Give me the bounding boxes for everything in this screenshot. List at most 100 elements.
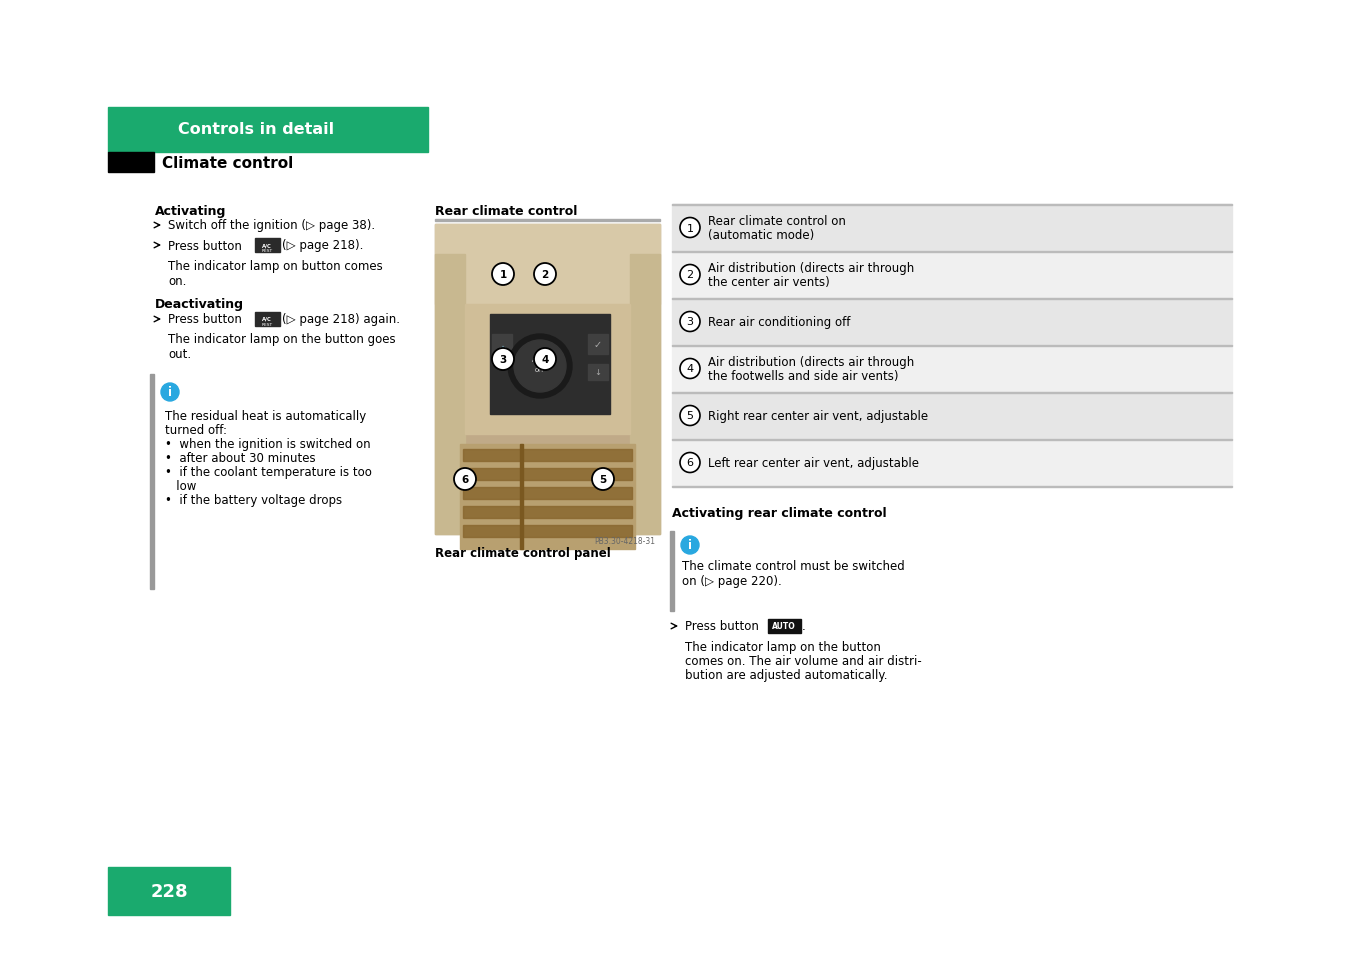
Text: (automatic mode): (automatic mode) — [708, 229, 815, 242]
Circle shape — [680, 265, 700, 285]
Circle shape — [492, 264, 513, 286]
Bar — [108, 867, 230, 915]
FancyBboxPatch shape — [254, 238, 280, 253]
Text: i: i — [688, 539, 692, 552]
Bar — [671, 252, 1232, 253]
Bar — [463, 506, 632, 518]
Text: The climate control must be switched: The climate control must be switched — [682, 559, 905, 573]
Bar — [150, 375, 154, 589]
Bar — [465, 305, 630, 435]
Circle shape — [508, 335, 571, 398]
Text: The indicator lamp on the button goes: The indicator lamp on the button goes — [168, 333, 396, 346]
FancyBboxPatch shape — [767, 618, 801, 633]
Circle shape — [680, 313, 700, 333]
Bar — [435, 225, 661, 535]
Bar — [671, 346, 1232, 393]
Text: 5: 5 — [600, 475, 607, 484]
Text: 2: 2 — [542, 270, 549, 280]
Text: PB3.30-4218-31: PB3.30-4218-31 — [594, 537, 655, 545]
Text: Press button: Press button — [168, 314, 242, 326]
Bar — [671, 346, 1232, 347]
Bar — [463, 488, 632, 499]
Text: Air distribution (directs air through: Air distribution (directs air through — [708, 262, 915, 274]
Bar — [463, 469, 632, 480]
Bar — [490, 314, 611, 415]
Text: •  after about 30 minutes: • after about 30 minutes — [165, 452, 316, 464]
Text: AUTO: AUTO — [532, 358, 547, 363]
Bar — [463, 525, 632, 537]
Circle shape — [680, 453, 700, 473]
Circle shape — [680, 359, 700, 379]
Text: Rear climate control panel: Rear climate control panel — [435, 546, 611, 559]
Bar — [671, 393, 1232, 439]
Bar — [671, 439, 1232, 440]
Text: (▷ page 218).: (▷ page 218). — [282, 239, 363, 253]
Text: Climate control: Climate control — [162, 155, 293, 171]
Circle shape — [513, 340, 566, 393]
Bar — [671, 439, 1232, 486]
Bar — [435, 225, 661, 305]
Text: Rear climate control on: Rear climate control on — [708, 214, 846, 228]
Text: 3: 3 — [686, 317, 693, 327]
Text: A/C: A/C — [262, 316, 272, 322]
Text: Right rear center air vent, adjustable: Right rear center air vent, adjustable — [708, 410, 928, 422]
Text: Rear air conditioning off: Rear air conditioning off — [708, 315, 850, 329]
Text: 6: 6 — [686, 458, 693, 468]
Text: .: . — [802, 619, 805, 633]
Text: ❄: ❄ — [499, 345, 507, 355]
Text: REST: REST — [262, 249, 273, 253]
Text: the footwells and side air vents): the footwells and side air vents) — [708, 370, 898, 382]
Text: bution are adjusted automatically.: bution are adjusted automatically. — [685, 668, 888, 681]
Text: 3: 3 — [500, 355, 507, 365]
Bar — [459, 444, 635, 550]
Bar — [671, 298, 1232, 346]
Bar — [435, 254, 465, 535]
Bar — [671, 393, 1232, 394]
Bar — [671, 486, 1232, 488]
Text: Left rear center air vent, adjustable: Left rear center air vent, adjustable — [708, 456, 919, 470]
Text: 1: 1 — [500, 270, 507, 280]
Circle shape — [492, 349, 513, 371]
Text: Rear climate control: Rear climate control — [435, 205, 577, 218]
Bar — [671, 252, 1232, 298]
Bar — [671, 205, 1232, 206]
Text: Activating rear climate control: Activating rear climate control — [671, 506, 886, 519]
Circle shape — [680, 406, 700, 426]
Bar — [671, 205, 1232, 252]
Text: Activating: Activating — [155, 205, 227, 218]
Text: i: i — [168, 386, 172, 399]
Text: •  when the ignition is switched on: • when the ignition is switched on — [165, 437, 370, 451]
Text: 4: 4 — [542, 355, 549, 365]
Text: 6: 6 — [462, 475, 469, 484]
FancyBboxPatch shape — [254, 313, 280, 326]
Text: comes on. The air volume and air distri-: comes on. The air volume and air distri- — [685, 655, 921, 667]
Text: AUTO: AUTO — [773, 622, 796, 631]
Text: REST: REST — [262, 323, 273, 327]
Text: 4: 4 — [686, 364, 693, 375]
Bar — [588, 365, 608, 380]
Bar — [588, 335, 608, 355]
Bar — [670, 532, 674, 612]
Text: Air distribution (directs air through: Air distribution (directs air through — [708, 355, 915, 369]
Circle shape — [534, 264, 557, 286]
Text: turned off:: turned off: — [165, 423, 227, 436]
Bar — [520, 444, 523, 550]
Circle shape — [454, 469, 476, 491]
Text: A/C: A/C — [262, 243, 272, 248]
Text: ✓: ✓ — [594, 339, 603, 350]
Bar — [435, 220, 661, 222]
Text: Deactivating: Deactivating — [155, 297, 245, 311]
Text: (▷ page 218) again.: (▷ page 218) again. — [282, 314, 400, 326]
Bar — [630, 254, 661, 535]
Circle shape — [681, 537, 698, 555]
Text: OFF: OFF — [535, 368, 546, 374]
Text: Controls in detail: Controls in detail — [178, 122, 334, 137]
Text: out.: out. — [168, 348, 190, 360]
Bar — [463, 450, 632, 461]
Circle shape — [161, 384, 178, 401]
Text: on.: on. — [168, 274, 186, 288]
Circle shape — [680, 218, 700, 238]
Text: on (▷ page 220).: on (▷ page 220). — [682, 575, 782, 587]
Text: ↓: ↓ — [594, 368, 601, 377]
Text: 228: 228 — [150, 882, 188, 900]
